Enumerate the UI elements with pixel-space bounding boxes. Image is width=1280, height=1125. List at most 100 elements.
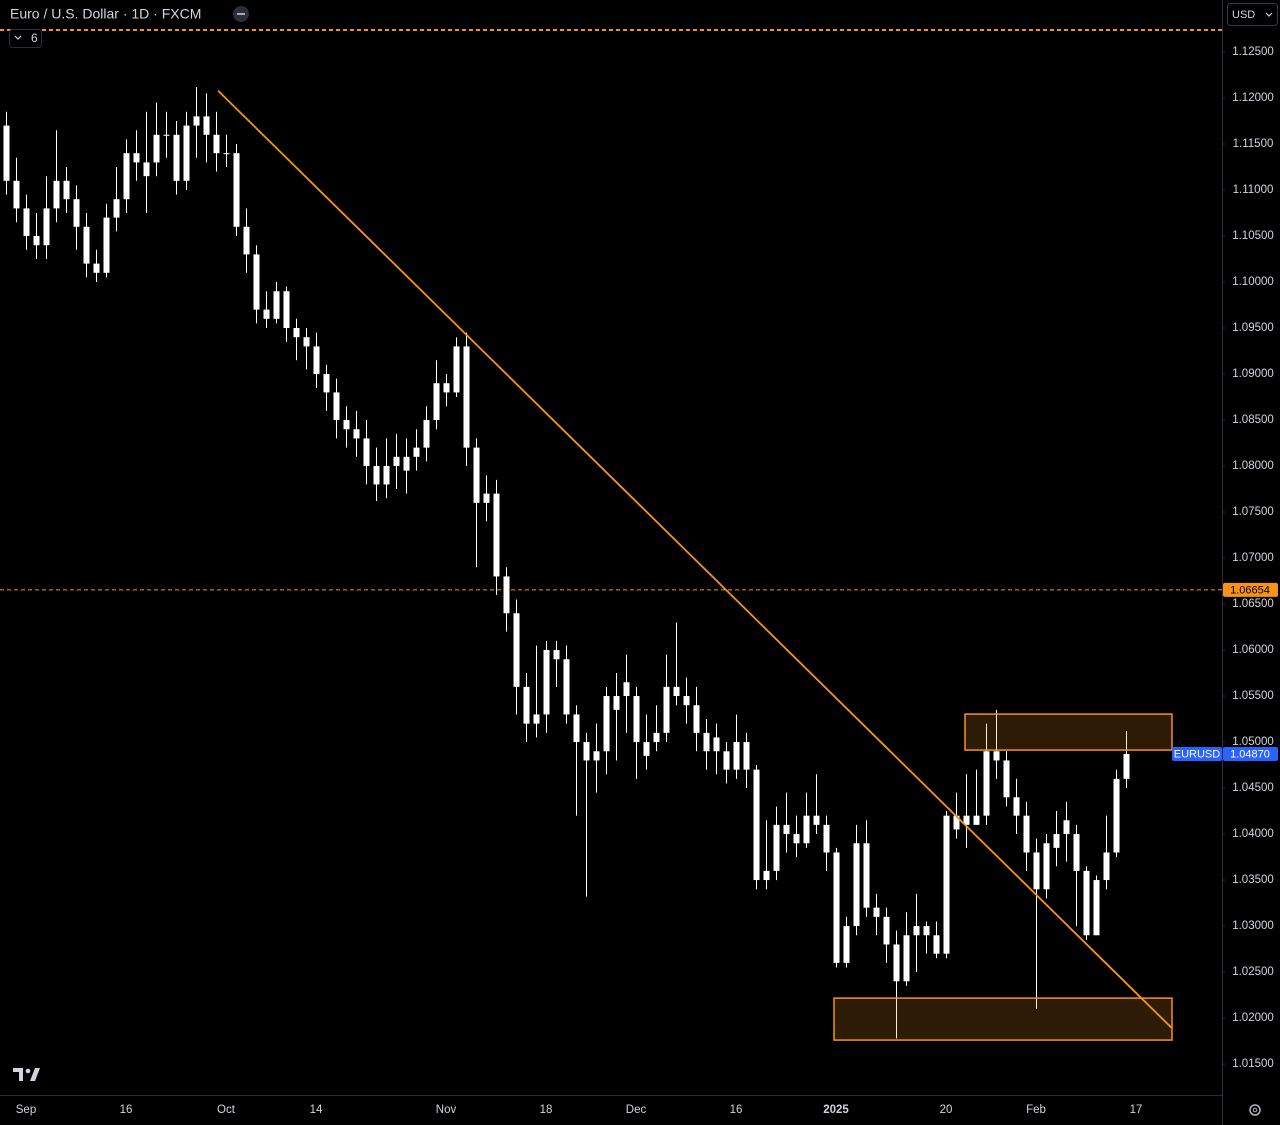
candle-body [673, 686, 680, 697]
candle-body [1083, 870, 1090, 936]
candle-body [913, 926, 920, 936]
candle-body [583, 742, 590, 761]
candle-body [373, 466, 380, 485]
candle-body [283, 291, 290, 329]
candle-body [1003, 760, 1010, 798]
hide-button[interactable] [233, 6, 249, 22]
candle-body [693, 705, 700, 733]
candle-body [103, 217, 110, 273]
currency-box[interactable] [1227, 3, 1278, 26]
candle-body [433, 383, 440, 421]
candle-body [803, 815, 810, 844]
candle-body [13, 180, 20, 209]
candle-body [513, 613, 520, 687]
x-tick-label: Oct [217, 1104, 236, 1116]
candle-body [943, 815, 950, 954]
x-tick-label: Dec [626, 1104, 647, 1116]
trend-line [217, 89, 1173, 1029]
candle-body [573, 714, 580, 743]
gear[interactable] [1249, 1104, 1261, 1116]
candle-body [1123, 754, 1130, 779]
currency-select[interactable]: USD [1227, 3, 1278, 26]
y-tick-label: 1.10500 [1232, 230, 1274, 242]
indicators-box[interactable] [9, 29, 42, 48]
candle-body [793, 834, 800, 844]
y-tick-label: 1.07500 [1232, 506, 1274, 518]
candle-body [453, 346, 460, 393]
candle-body [923, 926, 930, 936]
candle-body [843, 926, 850, 963]
currency-label: USD [1232, 9, 1255, 21]
candle-body [593, 751, 600, 761]
candle-body [863, 843, 870, 908]
candle-body [883, 916, 890, 945]
candle-body [873, 907, 880, 917]
y-tick-label: 1.05000 [1232, 736, 1274, 748]
y-tick-label: 1.12000 [1232, 92, 1274, 104]
indicator-count: 6 [31, 31, 38, 45]
candle-body [73, 199, 80, 227]
x-tick-label: 18 [540, 1104, 553, 1116]
candle-body [443, 383, 450, 393]
x-tick-label: 17 [1130, 1104, 1143, 1116]
y-tick-label: 1.11000 [1233, 184, 1274, 196]
candle-body [623, 682, 630, 697]
candle-body [303, 337, 310, 347]
y-tick-label: 1.03500 [1232, 874, 1274, 886]
settings-button[interactable] [1249, 1104, 1261, 1116]
y-tick-label: 1.06500 [1232, 598, 1274, 610]
candle-body [753, 769, 760, 881]
candle-body [193, 116, 200, 126]
candle-body [773, 824, 780, 871]
x-tick-label: 16 [120, 1104, 133, 1116]
candle-body [503, 576, 510, 614]
candle-body [1033, 852, 1040, 890]
candle-body [663, 686, 670, 733]
y-tick-label: 1.08500 [1232, 414, 1274, 426]
candle-body [93, 263, 100, 273]
candle-body [763, 870, 770, 881]
candle-body [143, 162, 150, 177]
candle-body [383, 466, 390, 485]
candle-body [393, 456, 400, 467]
symbol-label-box [1172, 747, 1222, 762]
logo-part [30, 1068, 40, 1081]
candle-body [1023, 815, 1030, 853]
y-tick-label: 1.09000 [1232, 368, 1274, 380]
plot-area [0, 28, 1222, 1041]
candle-body [653, 732, 660, 743]
y-tick-label: 1.07000 [1232, 552, 1274, 564]
overlay: Euro / U.S. Dollar · 1D · FXCM 6 USD [9, 3, 1278, 1116]
candle-body [353, 429, 360, 439]
candle-body [123, 153, 130, 200]
candle-body [343, 420, 350, 430]
candle-body [1053, 834, 1060, 848]
candle-body [63, 180, 70, 200]
tv-logo [13, 1068, 40, 1081]
candle-body [403, 456, 410, 471]
y-tick-label: 1.01500 [1232, 1058, 1274, 1070]
y-tick-label: 1.04500 [1232, 782, 1274, 794]
candle-body [83, 226, 90, 264]
candle-body [1063, 820, 1070, 835]
price-label: 1.06654 [1230, 584, 1270, 596]
indicators-toggle[interactable]: 6 [9, 29, 42, 48]
candle-body [243, 226, 250, 255]
x-tick-label: 14 [310, 1104, 323, 1116]
candle-body [183, 125, 190, 181]
candle-body [223, 153, 230, 155]
y-tick-label: 1.03000 [1232, 920, 1274, 932]
chevron [14, 35, 22, 40]
candle-body [633, 696, 640, 743]
x-tick-label: Nov [436, 1104, 457, 1116]
candle-body [153, 134, 160, 163]
x-tick-label: 2025 [823, 1104, 849, 1116]
candle-body [363, 438, 370, 467]
y-tick-label: 1.09500 [1232, 322, 1274, 334]
y-tick-label: 1.12500 [1232, 46, 1274, 58]
candle-body [743, 742, 750, 770]
chevron [1265, 12, 1273, 17]
candle-body [993, 751, 1000, 761]
candle-body [833, 852, 840, 963]
y-tick-label: 1.05500 [1232, 690, 1274, 702]
